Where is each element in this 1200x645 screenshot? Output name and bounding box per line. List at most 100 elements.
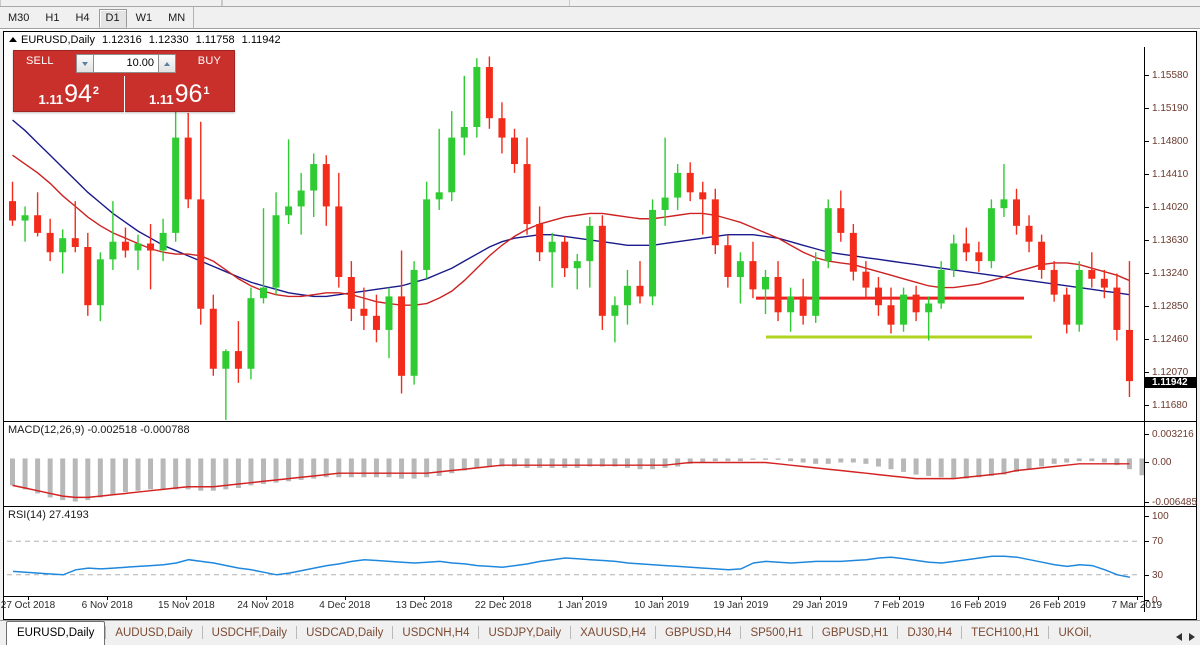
symbol-tab-gbpusdh4[interactable]: GBPUSD,H4 [664, 627, 732, 639]
price-scale-column[interactable]: 1.15580 1.15190 1.14800 1.14410 1.14020 1.136… [1144, 47, 1197, 612]
tab-separator [740, 626, 742, 639]
chevron-down-icon [82, 61, 88, 66]
rsi-label: RSI(14) 27.4193 [8, 509, 89, 521]
symbol-tab-bar: EURUSD,Daily AUDUSD,Daily USDCHF,Daily USDC… [0, 620, 1200, 645]
chart-symbol-label: EURUSD,Daily [21, 33, 95, 46]
ohlc-high: 1.12330 [148, 33, 189, 46]
scroll-right-icon[interactable] [1189, 633, 1195, 641]
collapse-triangle-icon[interactable] [9, 37, 17, 42]
rsi-pane[interactable]: RSI(14) 27.4193 [4, 508, 1144, 612]
buy-price: 1.11 96 1 [148, 82, 210, 108]
date-label: 7 Mar 2019 [1111, 600, 1163, 611]
tab-scroll-controls[interactable] [1176, 633, 1200, 645]
chevron-up-icon [164, 61, 170, 66]
buy-price-point: 1 [203, 85, 210, 97]
scroll-left-icon[interactable] [1176, 633, 1182, 641]
date-label: 16 Feb 2019 [950, 600, 1007, 611]
date-tick [740, 596, 742, 600]
timeframe-h1[interactable]: H1 [45, 11, 60, 24]
price-tick: 1.14020 [1145, 202, 1188, 213]
timeframe-d1[interactable]: D1 [98, 8, 127, 28]
volume-increase-button[interactable] [158, 54, 176, 73]
tab-separator [897, 626, 899, 639]
tab-separator [1048, 626, 1050, 639]
date-label: 4 Dec 2018 [319, 600, 371, 611]
date-tick [1136, 596, 1138, 600]
price-tick: 1.14800 [1145, 136, 1188, 147]
tab-separator [296, 626, 298, 639]
date-tick [503, 596, 505, 600]
tab-separator [654, 626, 656, 639]
volume-decrease-button[interactable] [76, 54, 94, 73]
timeframe-mn[interactable]: MN [168, 11, 186, 24]
buy-button[interactable]: 1.11 96 1 [123, 76, 235, 113]
date-tick [107, 596, 109, 600]
timeframe-w1[interactable]: W1 [135, 11, 153, 24]
volume-input[interactable]: 10.00 [94, 54, 158, 73]
tab-separator [570, 626, 572, 639]
date-label: 24 Nov 2018 [237, 600, 294, 611]
timeframe-m30[interactable]: M30 [8, 11, 30, 24]
buy-text-label: BUY [197, 55, 221, 67]
timeframe-h4[interactable]: H4 [75, 11, 90, 24]
date-tick [820, 596, 821, 600]
macd-pane[interactable]: MACD(12,26,9) -0.002518 -0.000788 [4, 423, 1144, 507]
timeframe-bar: M30 H1 H4 D1 W1 MN [0, 7, 1200, 29]
sell-price-big: 94 [64, 80, 92, 108]
price-tick: 1.15580 [1145, 70, 1188, 81]
one-click-trading-panel: SELL 10.00 BUY 1.11 94 2 1.11 96 1 [13, 50, 235, 113]
date-tick [186, 596, 188, 600]
symbol-tab-audusddaily[interactable]: AUDUSD,Daily [115, 627, 193, 639]
date-label: 29 Jan 2019 [792, 600, 848, 611]
toolbar-strip [0, 0, 1200, 7]
symbol-tab-eurusddaily[interactable]: EURUSD,Daily [6, 621, 106, 645]
date-label: 1 Jan 2019 [557, 600, 608, 611]
current-price-label: 1.11942 [1145, 376, 1197, 388]
symbol-tab-group: EURUSD,Daily AUDUSD,Daily USDCHF,Daily USDC… [6, 621, 1101, 645]
symbol-tab-ukoil[interactable]: UKOil, [1058, 627, 1092, 639]
macd-plot [10, 458, 1144, 502]
date-tick [424, 596, 425, 600]
symbol-tab-gbpusdh1[interactable]: GBPUSD,H1 [821, 627, 889, 639]
macd-tick: 0.00 [1145, 457, 1171, 468]
date-label: 6 Nov 2018 [81, 600, 133, 611]
date-tick [28, 596, 29, 600]
price-tick: 1.13630 [1145, 235, 1188, 246]
tab-separator [961, 626, 963, 639]
symbol-tab-dj30h4[interactable]: DJ30,H4 [907, 627, 953, 639]
rsi-tick: 70 [1145, 536, 1163, 547]
date-tick [899, 596, 901, 600]
symbol-tab-usdcnhh4[interactable]: USDCNH,H4 [402, 627, 470, 639]
buy-price-prefix: 1.11 [148, 92, 174, 107]
macd-label: MACD(12,26,9) -0.002518 -0.000788 [8, 424, 190, 436]
rsi-plot [7, 540, 1141, 579]
tab-separator [105, 626, 107, 639]
toolbar-segment-1 [0, 0, 222, 6]
date-label: 22 Dec 2018 [474, 600, 532, 611]
date-axis: 27 Oct 2018 6 Nov 2018 15 Nov 2018 24 Nov 2… [1, 596, 1162, 616]
price-tick: 1.12850 [1145, 301, 1188, 312]
rsi-axis: 100 70 30 0 [1145, 508, 1197, 612]
symbol-tab-sp500h1[interactable]: SP500,H1 [750, 627, 803, 639]
tab-separator [478, 626, 480, 639]
volume-stepper[interactable]: 10.00 [76, 54, 176, 73]
symbol-tab-tech100h1[interactable]: TECH100,H1 [971, 627, 1040, 639]
symbol-tab-xauusdh4[interactable]: XAUUSD,H4 [580, 627, 646, 639]
price-tick: 1.12070 [1145, 367, 1188, 378]
candlestick-plot [9, 56, 1133, 420]
trade-panel-prices: 1.11 94 2 1.11 96 1 [14, 76, 234, 113]
price-tick: 1.11680 [1145, 400, 1187, 411]
ohlc-open: 1.12316 [101, 33, 142, 46]
rsi-tick: 30 [1145, 570, 1163, 581]
date-label: 26 Feb 2019 [1029, 600, 1086, 611]
symbol-tab-usdcaddaily[interactable]: USDCAD,Daily [306, 627, 384, 639]
macd-tick: -0.006485 [1145, 497, 1197, 508]
chart-header: EURUSD,Daily 1.12316 1.12330 1.11758 1.1… [4, 32, 1196, 47]
date-tick [344, 596, 346, 600]
date-label: 19 Jan 2019 [713, 600, 769, 611]
timeframe-group: M30 H1 H4 D1 W1 MN [0, 7, 195, 29]
symbol-tab-usdjpydaily[interactable]: USDJPY,Daily [488, 627, 562, 639]
macd-axis: 0.003216 0.00 -0.006485 [1145, 423, 1197, 508]
sell-button[interactable]: 1.11 94 2 [14, 76, 124, 113]
symbol-tab-usdchfdaily[interactable]: USDCHF,Daily [211, 627, 288, 639]
